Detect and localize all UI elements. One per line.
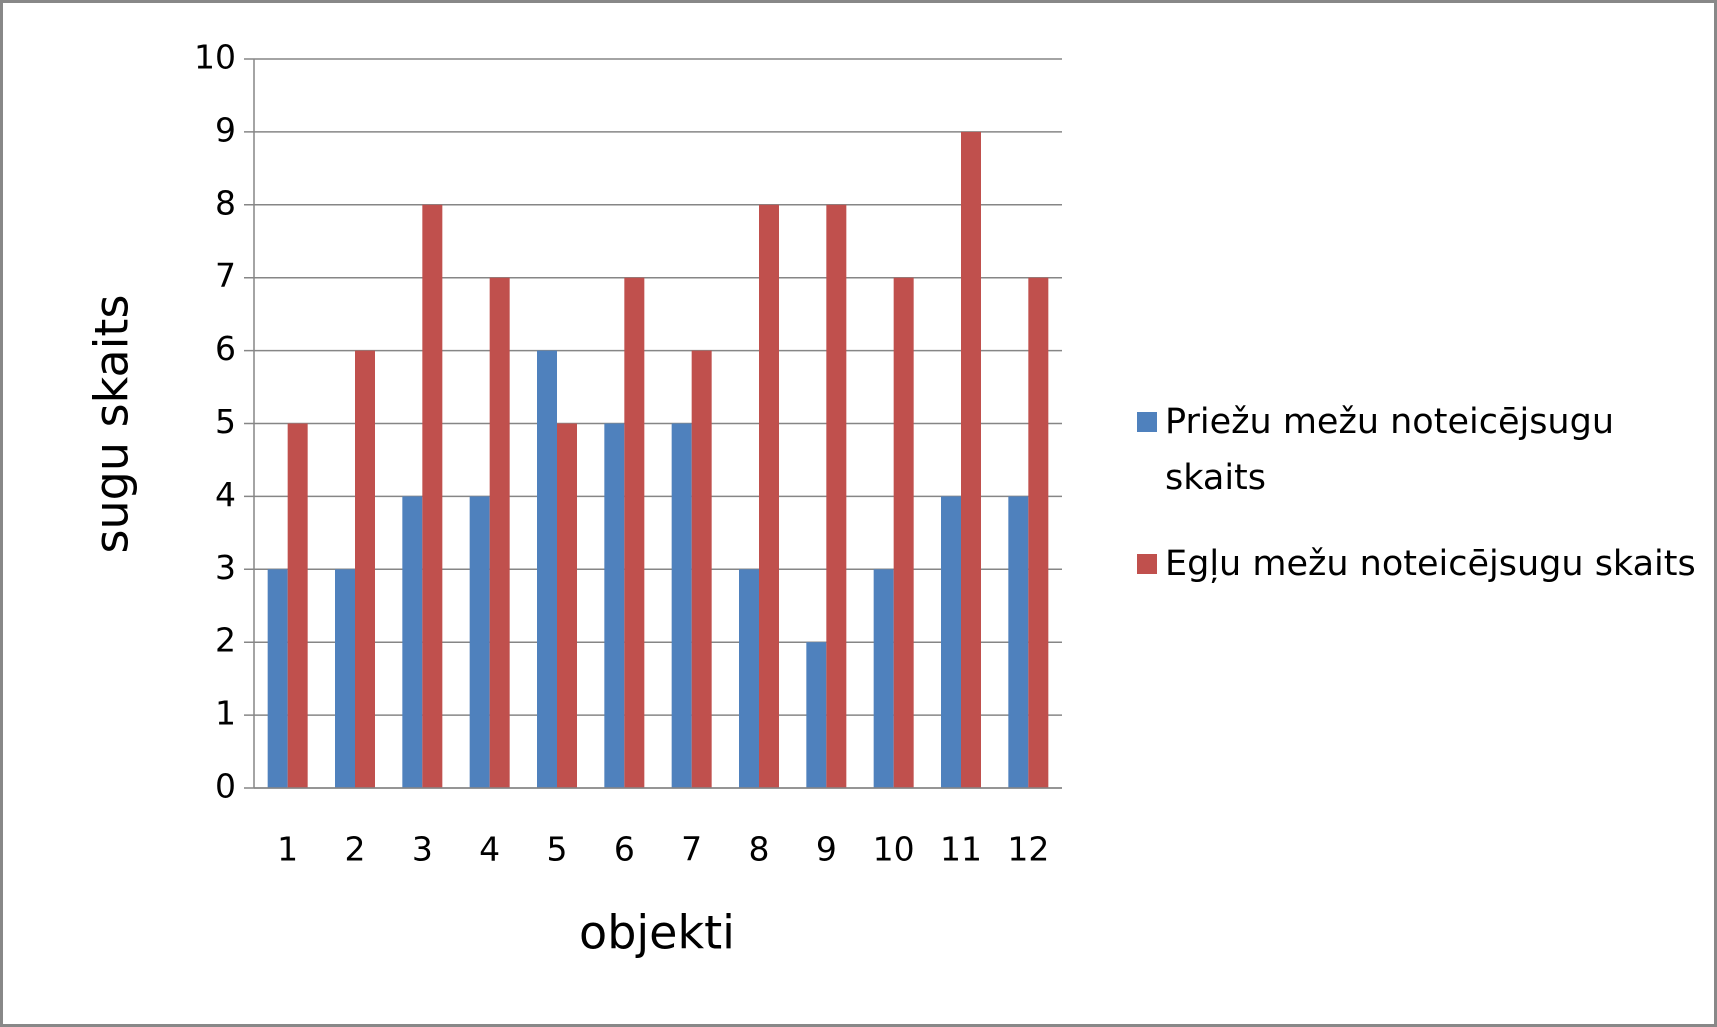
bar: [469, 496, 490, 788]
bar: [604, 423, 625, 788]
x-tick-label: 5: [547, 830, 568, 869]
bar: [873, 569, 894, 788]
bar: [739, 569, 759, 788]
x-tick-label: 7: [681, 830, 702, 869]
bar: [624, 277, 645, 788]
bar: [671, 423, 692, 788]
x-tick-label: 2: [345, 830, 366, 869]
y-tick-label: 9: [215, 110, 236, 149]
y-tick-label: 7: [215, 256, 236, 295]
y-tick-label: 4: [215, 475, 236, 514]
x-tick-label: 6: [614, 830, 635, 869]
x-tick-label: 9: [816, 830, 837, 869]
legend-swatch: [1137, 412, 1157, 432]
x-tick-label: 8: [749, 830, 770, 869]
bar: [893, 277, 914, 788]
bar: [941, 496, 961, 788]
x-tick-label: 3: [412, 830, 433, 869]
y-axis-title: sugu skaits: [85, 295, 139, 554]
bar: [691, 350, 712, 788]
bar: [1008, 496, 1029, 788]
x-axis-title: objekti: [579, 906, 735, 960]
bar: [489, 277, 510, 788]
legend-label: Egļu mežu noteicējsugu skaits: [1165, 544, 1696, 584]
bar: [422, 204, 443, 789]
bar: [267, 569, 288, 788]
y-tick-label: 1: [215, 694, 236, 733]
bar: [557, 423, 577, 788]
bar: [287, 423, 308, 788]
x-tick-label: 11: [940, 830, 982, 869]
y-tick-label: 2: [215, 621, 236, 660]
bar: [1028, 277, 1049, 788]
bar: [961, 131, 981, 788]
y-tick-label: 6: [215, 329, 236, 368]
legend-entry: Priežu mežu noteicējsugu skaits: [1137, 394, 1697, 506]
bar: [335, 569, 355, 788]
x-tick-label: 1: [277, 830, 298, 869]
y-tick-label: 8: [215, 183, 236, 222]
x-tick-label: 4: [479, 830, 500, 869]
bar: [826, 204, 847, 789]
x-tick-label: 12: [1007, 830, 1049, 869]
bar: [402, 496, 423, 788]
legend-label: Priežu mežu noteicējsugu skaits: [1165, 402, 1615, 498]
bar: [806, 642, 827, 788]
legend-entry: Egļu mežu noteicējsugu skaits: [1137, 536, 1697, 592]
y-tick-label: 10: [194, 38, 236, 77]
y-tick-label: 5: [215, 402, 236, 441]
x-tick-label: 10: [873, 830, 915, 869]
bar: [537, 350, 557, 788]
y-tick-label: 3: [215, 548, 236, 587]
bar: [759, 204, 779, 789]
y-tick-label: 0: [215, 767, 236, 806]
legend-swatch: [1137, 554, 1157, 574]
bar: [355, 350, 375, 788]
